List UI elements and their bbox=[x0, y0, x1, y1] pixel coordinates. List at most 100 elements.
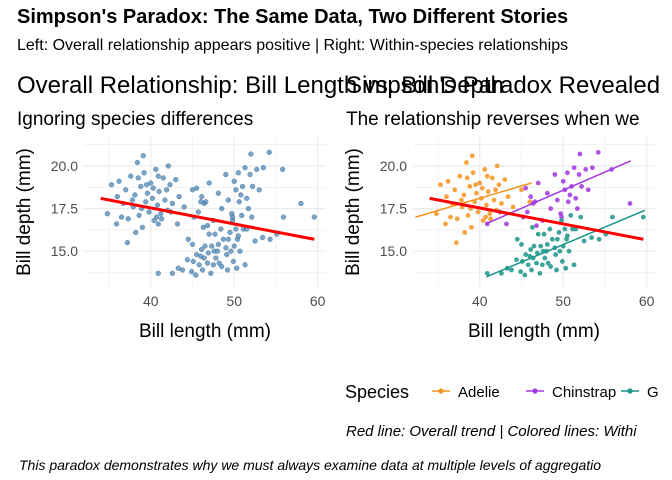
left-point bbox=[234, 265, 240, 271]
right-point-gentoo bbox=[554, 236, 560, 242]
left-point bbox=[239, 212, 245, 219]
left-point bbox=[204, 260, 211, 266]
right-point-gentoo bbox=[549, 236, 555, 242]
right-point-gentoo bbox=[544, 241, 550, 247]
right-y-tick-label: 15.0 bbox=[380, 243, 407, 259]
left-point bbox=[193, 272, 199, 278]
left-point bbox=[214, 248, 221, 254]
right-point-gentoo bbox=[514, 236, 520, 242]
legend-label: G bbox=[647, 384, 659, 401]
left-point bbox=[159, 216, 165, 222]
right-point-gentoo bbox=[534, 250, 540, 256]
left-point bbox=[256, 187, 262, 193]
right-point-adelie bbox=[443, 194, 449, 200]
right-point-chinstrap bbox=[534, 223, 539, 229]
right-trend-line-gentoo bbox=[486, 209, 646, 278]
right-point-chinstrap bbox=[579, 184, 584, 189]
left-point bbox=[199, 246, 205, 253]
right-trend-line-adelie bbox=[415, 182, 532, 218]
left-point bbox=[233, 187, 239, 193]
right-point-adelie bbox=[438, 182, 443, 188]
left-point bbox=[280, 166, 286, 172]
right-point-adelie bbox=[464, 160, 469, 165]
right-point-adelie bbox=[459, 197, 464, 203]
right-scatter-plot: 40 50 60 15.0 17.5 20.0 Bill length (mm) Bill d… bbox=[343, 137, 655, 342]
right-point-gentoo bbox=[534, 260, 539, 266]
right-point-adelie bbox=[505, 194, 511, 200]
left-point bbox=[189, 241, 196, 247]
left-point bbox=[205, 250, 211, 256]
right-point-gentoo bbox=[557, 248, 563, 254]
right-point-chinstrap bbox=[548, 206, 554, 211]
right-overall-trend-line bbox=[429, 196, 644, 241]
right-point-chinstrap bbox=[574, 206, 580, 211]
left-point bbox=[140, 153, 146, 159]
right-point-adelie bbox=[452, 187, 458, 193]
right-point-chinstrap bbox=[544, 190, 550, 196]
right-point-gentoo bbox=[556, 230, 562, 235]
right-point-adelie bbox=[474, 190, 479, 196]
left-point bbox=[190, 258, 196, 265]
left-point bbox=[162, 197, 168, 203]
right-point-adelie bbox=[448, 214, 453, 220]
left-point bbox=[179, 267, 186, 273]
right-y-tick-label: 20.0 bbox=[380, 158, 407, 174]
left-x-axis-title: Bill length (mm) bbox=[139, 321, 271, 342]
right-point-adelie bbox=[502, 177, 508, 183]
right-point-adelie bbox=[496, 182, 502, 188]
right-point-chinstrap bbox=[535, 180, 541, 186]
right-point-gentoo bbox=[519, 241, 524, 247]
left-point bbox=[280, 214, 287, 220]
right-point-adelie bbox=[473, 182, 478, 188]
right-point-gentoo bbox=[535, 231, 541, 237]
right-panel-subtitle: The relationship reverses when we bbox=[346, 109, 640, 130]
right-point-gentoo bbox=[529, 267, 534, 273]
left-point bbox=[173, 177, 179, 183]
left-point bbox=[104, 211, 110, 217]
left-point bbox=[113, 221, 120, 227]
right-point-gentoo bbox=[547, 226, 553, 232]
left-point bbox=[153, 166, 159, 172]
right-point-gentoo bbox=[568, 213, 574, 218]
right-point-gentoo bbox=[529, 224, 535, 230]
right-point-gentoo bbox=[569, 226, 575, 232]
left-point bbox=[245, 205, 251, 212]
left-point bbox=[124, 240, 130, 246]
right-point-gentoo bbox=[509, 267, 514, 273]
right-point-adelie bbox=[510, 204, 516, 210]
right-point-gentoo bbox=[531, 243, 537, 249]
left-point bbox=[123, 187, 129, 193]
left-point bbox=[132, 192, 138, 198]
caption: This paradox demonstrates why we must al… bbox=[19, 457, 602, 473]
right-point-gentoo bbox=[522, 272, 528, 278]
right-point-gentoo bbox=[559, 259, 565, 264]
right-point-gentoo bbox=[589, 235, 594, 240]
left-point bbox=[198, 253, 204, 259]
left-point bbox=[231, 243, 237, 249]
right-point-adelie bbox=[487, 211, 493, 217]
right-point-adelie bbox=[477, 180, 483, 186]
right-point-chinstrap bbox=[524, 209, 530, 215]
right-point-adelie bbox=[494, 163, 500, 169]
left-point bbox=[165, 163, 171, 169]
right-point-gentoo bbox=[596, 236, 602, 242]
left-panel-title: Overall Relationship: Bill Length vs. Bi… bbox=[17, 72, 504, 99]
right-point-gentoo bbox=[563, 265, 569, 271]
left-point bbox=[202, 243, 208, 249]
left-point bbox=[154, 202, 161, 208]
left-point bbox=[254, 166, 260, 172]
right-point-adelie bbox=[453, 240, 459, 246]
left-point bbox=[249, 183, 256, 190]
left-point bbox=[223, 245, 229, 251]
right-point-adelie bbox=[482, 166, 488, 172]
right-point-gentoo bbox=[528, 247, 534, 252]
left-scatter-plot: 40 50 60 15.0 17.5 20.0 Bill length (mm) Bill d… bbox=[14, 137, 326, 342]
left-point bbox=[176, 194, 182, 200]
right-point-chinstrap bbox=[576, 172, 582, 177]
left-point bbox=[227, 229, 233, 236]
left-point bbox=[158, 211, 164, 217]
right-point-adelie bbox=[464, 175, 470, 181]
right-point-gentoo bbox=[548, 264, 554, 269]
right-point-adelie bbox=[489, 175, 495, 181]
left-point bbox=[236, 199, 242, 205]
